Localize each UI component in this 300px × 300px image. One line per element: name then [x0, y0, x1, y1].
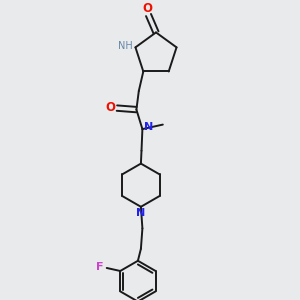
Text: NH: NH: [118, 41, 133, 51]
Text: F: F: [96, 262, 104, 272]
Text: O: O: [142, 2, 153, 15]
Text: N: N: [136, 208, 145, 218]
Text: N: N: [144, 122, 154, 132]
Text: O: O: [105, 101, 115, 114]
